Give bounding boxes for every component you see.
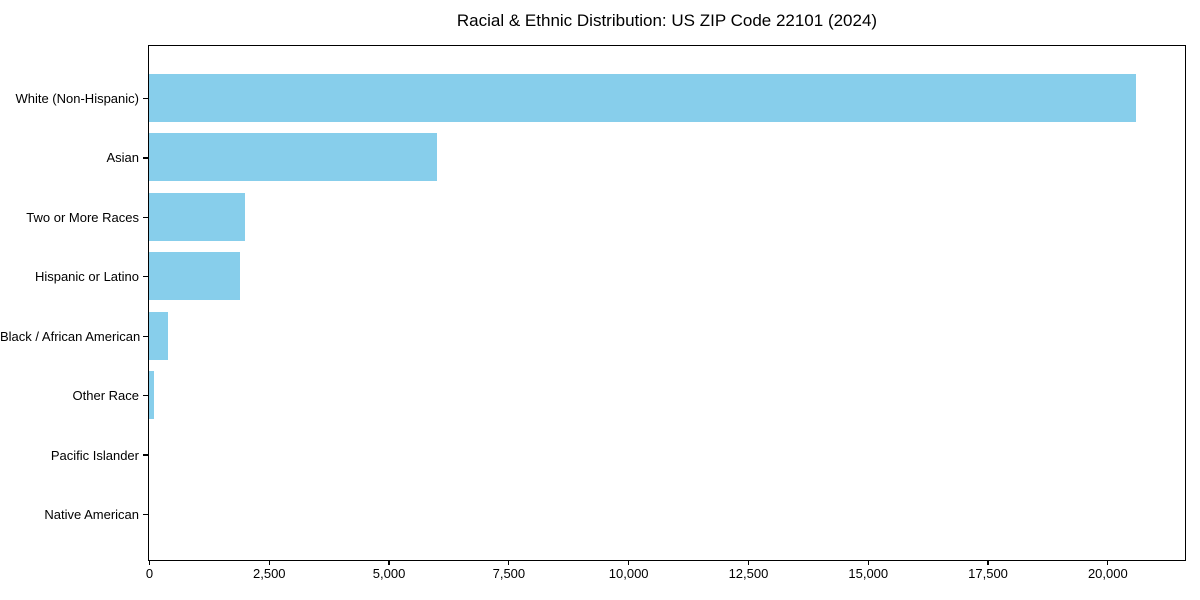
bar-white-non-hispanic [149,74,1137,122]
x-tick-mark [987,560,989,565]
bar-black-african-american [149,311,169,360]
x-tick-label-2-500: 2,500 [253,566,286,581]
x-tick-mark [388,560,390,565]
bar-other-race [149,371,154,420]
y-tick-mark [143,97,148,100]
x-tick-label-5-000: 5,000 [372,566,406,581]
y-tick-label-black-african-american: Black / African American [0,328,141,344]
y-tick-label-hispanic-or-latino: Hispanic or Latino [34,269,139,285]
bar-two-or-more-races [149,192,245,241]
y-tick-label-pacific-islander: Pacific Islander [50,447,139,463]
y-tick-mark [143,335,148,337]
x-tick-label-15-000: 15,000 [848,566,889,581]
x-tick-mark [508,560,510,565]
y-tick-mark [143,157,148,159]
x-tick-label-7-500: 7,500 [492,566,526,581]
plot-area [148,45,1186,561]
bar-asian [149,133,437,182]
x-tick-mark [867,560,869,565]
y-tick-mark [143,395,148,397]
y-tick-label-white-non-hispanic: White (Non-Hispanic) [15,91,139,106]
x-tick-label-20-000: 20,000 [1087,566,1128,581]
x-tick-mark [628,560,630,565]
x-tick-label-12-500: 12,500 [728,566,769,581]
x-tick-label-17-500: 17,500 [968,566,1008,581]
chart-title: Racial & Ethnic Distribution: US ZIP Cod… [456,11,878,30]
y-tick-mark [143,276,148,278]
y-tick-mark [143,216,148,218]
y-tick-mark [143,454,148,456]
x-tick-mark [268,560,270,565]
x-tick-mark [148,560,151,565]
x-tick-mark [747,560,750,565]
x-tick-mark [1107,560,1109,565]
x-tick-label-0: 0 [145,566,154,581]
x-tick-label-10-000: 10,000 [608,566,649,581]
y-tick-label-two-or-more-races: Two or More Races [26,209,139,225]
bar-hispanic-or-latino [149,252,241,301]
y-tick-label-native-american: Native American [44,507,139,523]
y-tick-mark [143,513,148,516]
y-tick-label-asian: Asian [106,150,139,166]
y-tick-label-other-race: Other Race [72,388,139,404]
